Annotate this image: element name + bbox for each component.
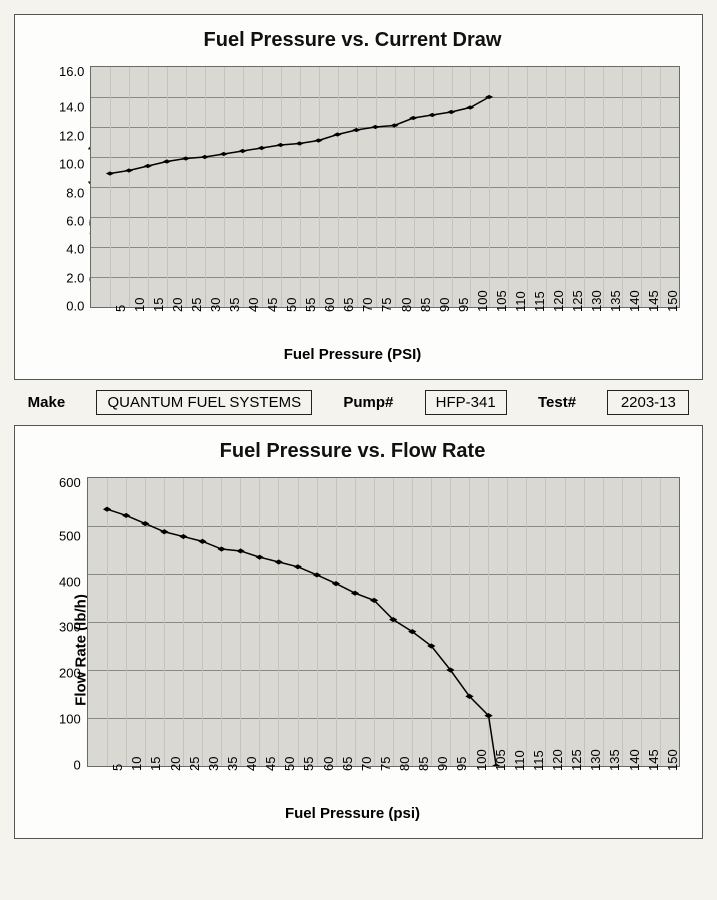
chart1-frame: Current Draw (amp) 16.014.012.010.08.06.… bbox=[25, 66, 680, 363]
chart2-plot bbox=[87, 477, 680, 767]
chart-panel-flow-rate: Fuel Pressure vs. Flow Rate Flow Rate (l… bbox=[14, 425, 703, 839]
chart2-xlabel: Fuel Pressure (psi) bbox=[25, 805, 680, 822]
make-value: QUANTUM FUEL SYSTEMS bbox=[96, 390, 312, 415]
chart2-title: Fuel Pressure vs. Flow Rate bbox=[25, 440, 680, 463]
chart2-frame: Flow Rate (lb/h) 6005004003002001000 510… bbox=[25, 477, 680, 822]
chart1-plot bbox=[90, 66, 680, 308]
chart1-xlabel: Fuel Pressure (PSI) bbox=[25, 346, 680, 363]
test-label: Test# bbox=[538, 394, 576, 411]
chart2-xticks: 5101520253035404550556065707580859095100… bbox=[59, 769, 680, 799]
chart1-xticks: 5101520253035404550556065707580859095100… bbox=[59, 310, 680, 340]
pump-value: HFP-341 bbox=[425, 390, 507, 415]
test-value: 2203-13 bbox=[607, 390, 689, 415]
chart-panel-current-draw: Fuel Pressure vs. Current Draw Current D… bbox=[14, 14, 703, 380]
pump-label: Pump# bbox=[343, 394, 393, 411]
chart1-title: Fuel Pressure vs. Current Draw bbox=[25, 29, 680, 52]
make-label: Make bbox=[28, 394, 66, 411]
info-bar: Make QUANTUM FUEL SYSTEMS Pump# HFP-341 … bbox=[16, 390, 701, 415]
